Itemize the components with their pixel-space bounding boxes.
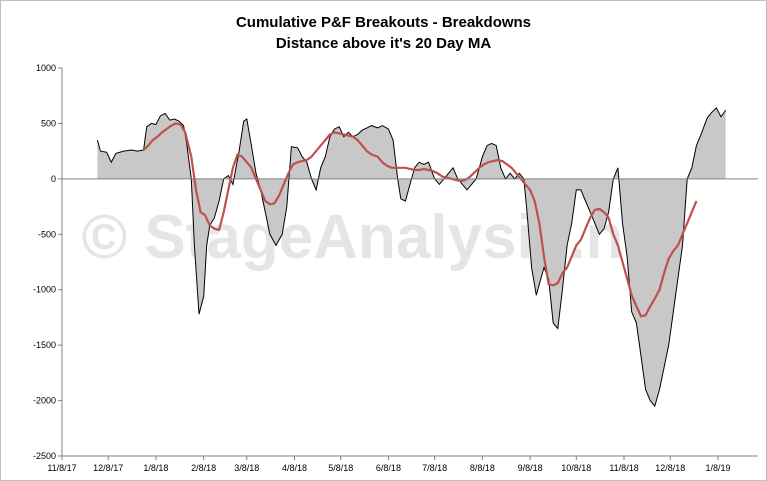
- y-tick-label: -1500: [33, 340, 56, 350]
- x-tick-label: 6/8/18: [376, 463, 401, 473]
- chart-subtitle: Distance above it's 20 Day MA: [275, 35, 492, 52]
- chart-title: Cumulative P&F Breakouts - Breakdowns: [235, 14, 532, 31]
- plot-layer: [96, 107, 727, 408]
- x-tick-label: 8/8/18: [470, 463, 495, 473]
- x-tick-label: 1/8/19: [705, 463, 730, 473]
- x-tick-label: 5/8/18: [328, 463, 353, 473]
- x-tick-label: 10/8/18: [561, 463, 591, 473]
- watermark-text: © StageAnalysis.net: [82, 203, 679, 272]
- chart-title-block: Cumulative P&F Breakouts - Breakdowns Di…: [0, 12, 767, 54]
- x-tick-label: 11/8/17: [47, 463, 76, 473]
- x-tick-label: 3/8/18: [234, 463, 259, 473]
- x-tick-label: 12/8/17: [93, 463, 123, 473]
- y-tick-label: -2500: [33, 451, 56, 461]
- x-tick-label: 9/8/18: [518, 463, 543, 473]
- y-tick-label: 500: [41, 118, 56, 128]
- x-tick-label: 7/8/18: [422, 463, 447, 473]
- moving-average-line: [142, 122, 698, 318]
- y-tick-label: 1000: [36, 63, 56, 73]
- y-tick-label: 0: [51, 174, 56, 184]
- axis-layer: 1000 500 0 -500 -1000 -1500 -2000 -2500 11/8/17 1…: [33, 63, 758, 473]
- x-tick-label: 11/8/18: [609, 463, 638, 473]
- area-fill: [97, 107, 726, 407]
- series-line: [96, 107, 727, 408]
- x-tick-label: 12/8/18: [655, 463, 685, 473]
- y-tick-label: -2000: [33, 396, 56, 406]
- x-tick-label: 4/8/18: [282, 463, 307, 473]
- x-tick-label: 1/8/18: [143, 463, 168, 473]
- y-tick-label: -1000: [33, 285, 56, 295]
- x-tick-label: 2/8/18: [191, 463, 216, 473]
- y-tick-label: -500: [38, 229, 56, 239]
